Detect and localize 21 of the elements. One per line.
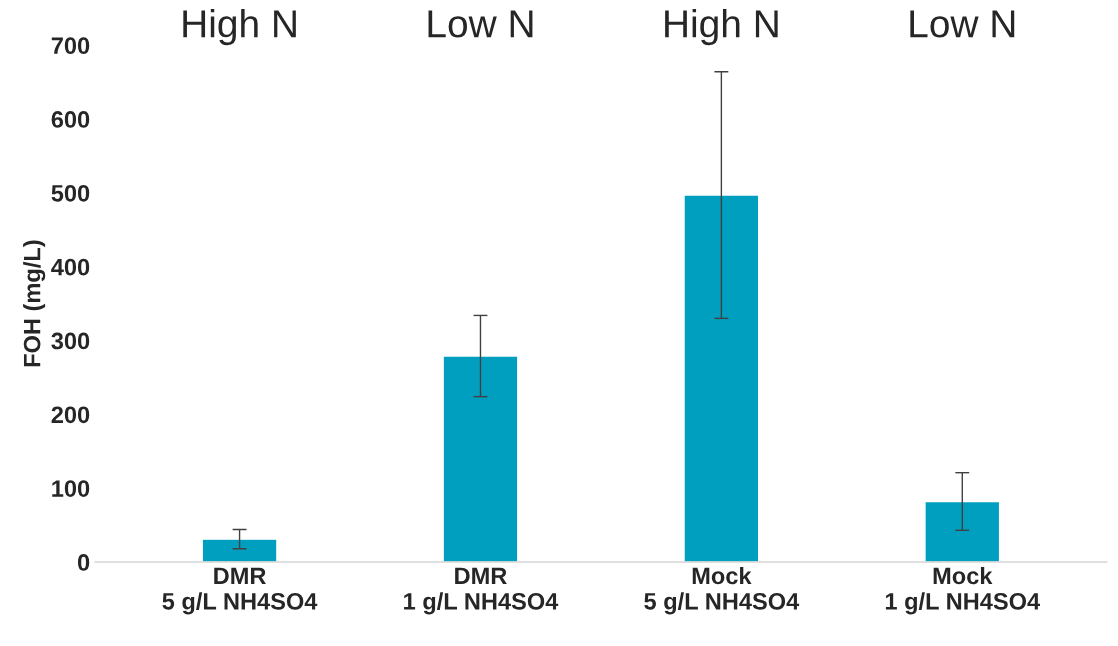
- y-tick-label: 500: [51, 184, 90, 202]
- y-tick-label: 0: [77, 554, 90, 571]
- y-axis-title: FOH (mg/L): [23, 240, 46, 367]
- text: High N: [665, 8, 778, 46]
- y-tick-label: 200: [51, 406, 90, 424]
- text: Low N: [428, 10, 533, 38]
- bar: [442, 355, 519, 563]
- x-tick-label: DMR 1 g/L NH4SO4: [404, 567, 559, 615]
- y-tick-label: 600: [51, 111, 90, 128]
- x-tick-label: Mock 1 g/L NH4SO4: [885, 566, 1041, 615]
- text: High N: [183, 8, 296, 46]
- y-tick-label: 700: [51, 37, 90, 55]
- x-tick-label: DMR 5 g/L NH4SO4: [162, 567, 318, 615]
- y-tick-label: 300: [51, 332, 90, 350]
- text: Low N: [910, 10, 1015, 38]
- bar: [683, 194, 760, 563]
- x-tick-label: Mock 5 g/L NH4SO4: [644, 566, 800, 615]
- bar: [924, 500, 1001, 563]
- bar: [201, 538, 278, 563]
- y-tick-label: 100: [52, 480, 90, 497]
- y-tick-label: 400: [51, 258, 90, 276]
